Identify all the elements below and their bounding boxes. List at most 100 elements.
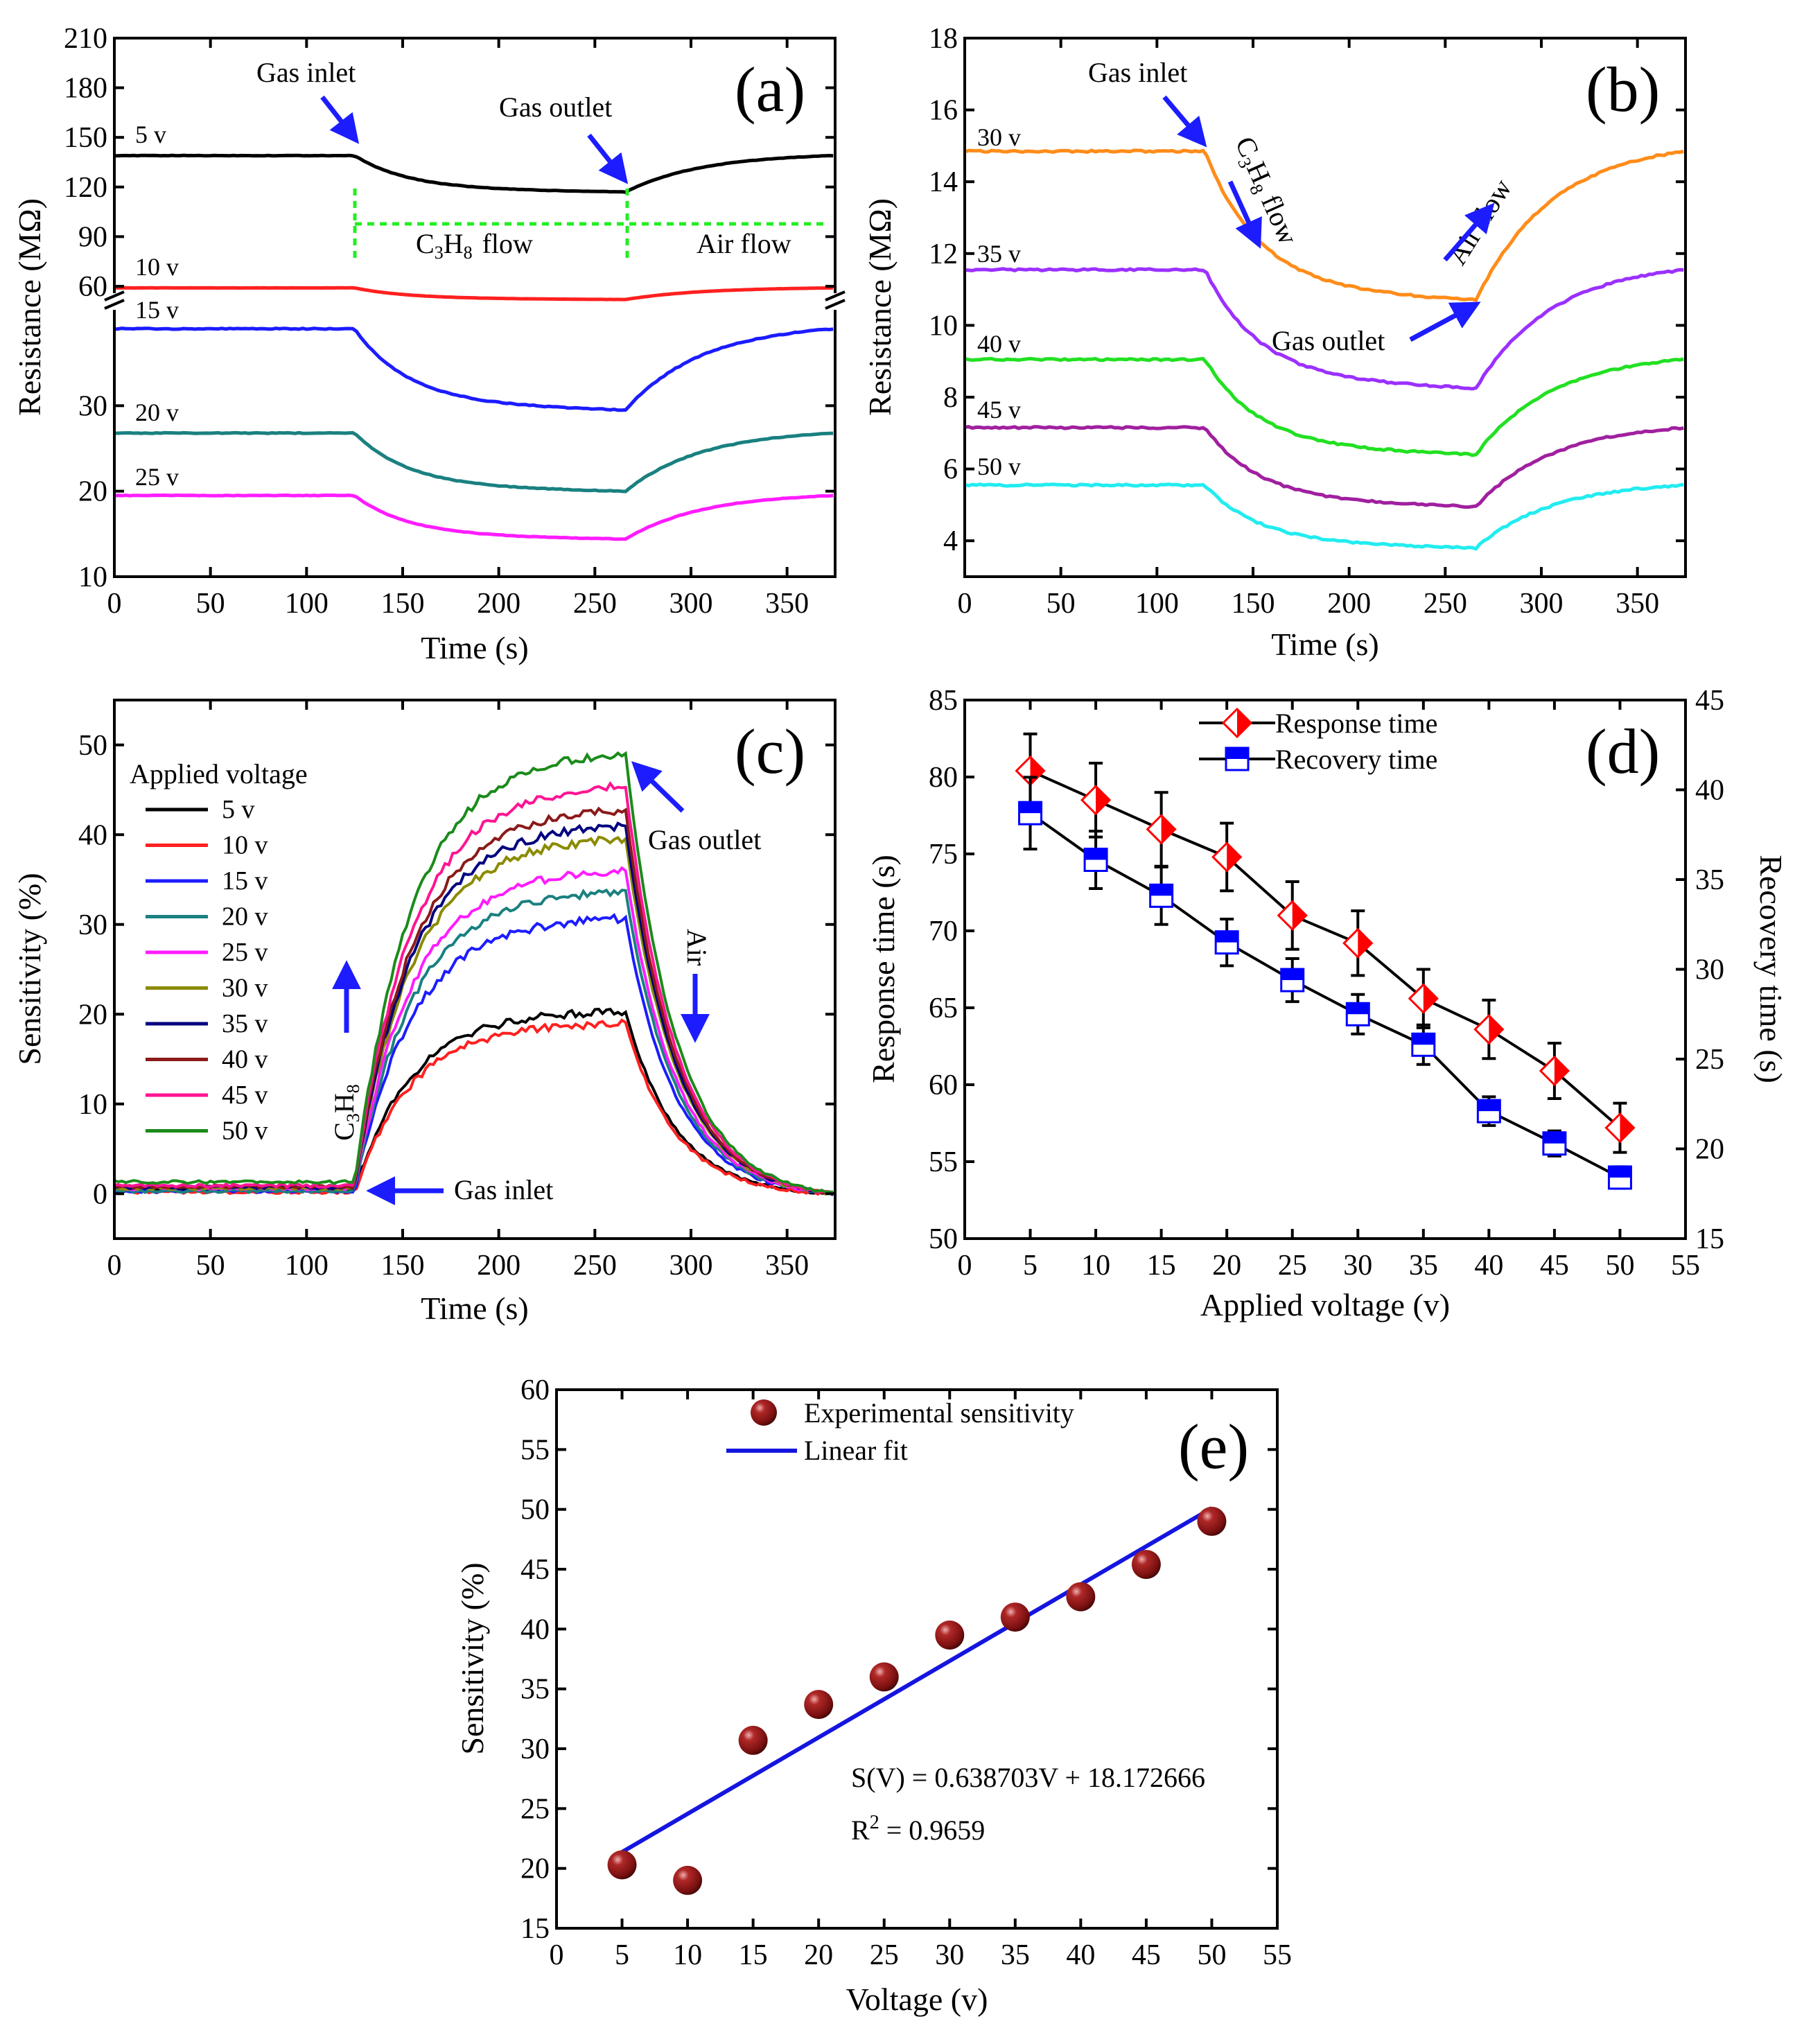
panel-b-label-40v: 40 v — [977, 330, 1021, 358]
panel-d-ylabel-right: Recovery time (s) — [1753, 855, 1789, 1083]
panel-c-legend-entry: 35 v — [222, 1009, 268, 1038]
panel-b-gas-outlet: Gas outlet — [1272, 325, 1385, 356]
panel-d-ytick-label: 80 — [929, 762, 958, 794]
panel-d-legend: Response time Recovery time — [1199, 707, 1437, 775]
panel-c-legend-entry: 10 v — [222, 831, 268, 860]
panel-e-data-point — [1197, 1506, 1227, 1536]
panel-d-recovery-marker-fill — [1412, 1033, 1435, 1045]
panel-c-legend-entry: 25 v — [222, 938, 268, 967]
panel-b-ytick-label: 12 — [929, 238, 958, 270]
panel-d-xtick-label: 10 — [1081, 1250, 1110, 1282]
panel-a-axis-break — [104, 299, 125, 310]
panel-a-ylabel: Resistance (MΩ) — [12, 198, 47, 416]
panel-e-data-point — [1131, 1550, 1161, 1580]
panel-a-plot — [114, 153, 834, 541]
panel-a-c3h8-flow: C3H8 flow — [416, 228, 533, 263]
panel-a-series-line — [114, 493, 834, 541]
panel-b-label-45v: 45 v — [977, 396, 1021, 423]
panel-a-flow-markers — [353, 189, 828, 258]
panel-d-ytick-label: 65 — [929, 993, 958, 1024]
panel-d-response-marker-fill — [1620, 1114, 1634, 1142]
panel-d-legend-marker-fill — [1226, 748, 1248, 759]
panel-e-data-point — [673, 1865, 703, 1895]
panel-a-air-flow: Air flow — [697, 228, 791, 259]
panel-b: 0 50 100 150 200 250 300 350 4 6 8 10 12 14 16 18 (b) T… — [862, 23, 1687, 662]
panel-d-xtick-label: 25 — [1278, 1250, 1307, 1282]
panel-c-series-line — [114, 780, 834, 1195]
panel-b-ytick-label: 10 — [929, 310, 958, 342]
panel-a-ytick-label: 120 — [64, 172, 107, 204]
panel-e-xlabel: Voltage (v) — [846, 1982, 988, 2017]
panel-b-xtick-label: 350 — [1615, 588, 1659, 620]
panel-c-series-line — [114, 806, 834, 1195]
panel-b-air-flow-arrow — [1443, 202, 1495, 262]
panel-d-ytick-label: 85 — [929, 685, 958, 717]
panel-d-xtick-label: 40 — [1474, 1250, 1503, 1282]
panel-b-ytick-label: 14 — [929, 166, 958, 198]
panel-b-label-35v: 35 v — [977, 240, 1021, 268]
panel-d-xtick-label: 35 — [1409, 1250, 1438, 1282]
panel-c-gas-outlet-arrow — [631, 761, 685, 813]
panel-e-ytick-label: 35 — [520, 1674, 550, 1706]
panel-d-legend-response: Response time — [1275, 708, 1437, 739]
panel-c-legend-title: Applied voltage — [130, 758, 308, 789]
panel-e-xtick-label: 25 — [870, 1939, 899, 1971]
panel-d-ytick-right-label: 35 — [1695, 864, 1724, 896]
panel-b-ytick-label: 6 — [943, 454, 958, 486]
panel-d-recovery-marker-fill — [1478, 1100, 1500, 1112]
panel-d-xtick-label: 45 — [1540, 1250, 1569, 1282]
panel-a-label-25v: 25 v — [135, 463, 179, 491]
panel-a-xtick-label: 300 — [669, 588, 713, 620]
panel-d-xtick-label: 50 — [1605, 1250, 1634, 1282]
panel-c-legend-entry: 30 v — [222, 974, 268, 1003]
panel-c-xtick-label: 100 — [285, 1250, 329, 1282]
panel-e-xtick-label: 35 — [1001, 1939, 1030, 1971]
panel-a-xtick-label: 150 — [381, 588, 425, 620]
panel-d-recovery-marker-fill — [1543, 1132, 1566, 1144]
panel-a-label: (a) — [735, 54, 805, 125]
panel-c-gas-outlet: Gas outlet — [648, 824, 761, 855]
panel-d-response-marker-fill — [1227, 843, 1241, 871]
panel-c-xtick-label: 350 — [765, 1250, 809, 1282]
panel-c-legend-entry: 15 v — [222, 866, 268, 896]
panel-c-xtick-label: 50 — [196, 1250, 225, 1282]
panel-c-xtick-label: 0 — [107, 1250, 122, 1282]
panel-b-xtick-label: 100 — [1135, 588, 1179, 620]
panel-d-axes: 0 5 10 15 20 25 30 35 40 45 50 55 50 55 60 65 70 75 80 85 15… — [929, 685, 1724, 1282]
panel-d-recovery-marker-fill — [1085, 848, 1107, 860]
panel-e-legend-experimental: Experimental sensitivity — [804, 1397, 1074, 1429]
panel-d-ylabel: Response time (s) — [866, 855, 901, 1083]
panel-e-data-point — [1066, 1582, 1096, 1611]
panel-b-xtick-label: 50 — [1047, 588, 1076, 620]
panel-c-legend-entry: 5 v — [222, 795, 255, 824]
panel-c-gas-inlet: Gas inlet — [454, 1174, 553, 1205]
panel-b-label-30v: 30 v — [977, 123, 1021, 151]
panel-e-xtick-label: 0 — [550, 1939, 564, 1971]
panel-b-xlabel: Time (s) — [1271, 627, 1379, 662]
panel-d-ytick-label: 50 — [929, 1223, 958, 1255]
panel-d: 0 5 10 15 20 25 30 35 40 45 50 55 50 55 60 65 70 75 80 85 15… — [866, 685, 1789, 1322]
panel-b-label-50v: 50 v — [977, 453, 1021, 480]
panel-a-label-10v: 10 v — [135, 253, 179, 281]
panel-c-plot — [114, 751, 834, 1196]
panel-b-ytick-label: 8 — [943, 382, 958, 414]
panel-b-series-line — [964, 148, 1684, 302]
panel-b-ytick-label: 16 — [929, 95, 958, 127]
panel-b-series-line — [964, 356, 1684, 457]
panel-a-xtick-label: 350 — [765, 588, 809, 620]
panel-a-ytick-label: 10 — [78, 561, 107, 593]
panel-a-series-labels: 5 v 10 v 15 v 20 v 25 v — [135, 121, 179, 491]
panel-a-ytick-label: 210 — [64, 23, 107, 55]
panel-d-series-line — [1029, 812, 1621, 1179]
panel-a-gas-outlet-arrow — [587, 133, 629, 184]
panel-d-xtick-label: 30 — [1343, 1250, 1372, 1282]
panel-a-xlabel: Time (s) — [421, 630, 529, 665]
panel-a-ytick-label: 180 — [64, 73, 107, 105]
panel-a-gas-inlet: Gas inlet — [256, 57, 356, 88]
panel-b-ytick-label: 18 — [929, 23, 958, 55]
panel-e-plot — [607, 1506, 1227, 1895]
panel-d-ytick-label: 70 — [929, 916, 958, 947]
panel-d-ytick-right-label: 40 — [1695, 775, 1724, 807]
panel-c-xtick-label: 250 — [573, 1250, 617, 1282]
